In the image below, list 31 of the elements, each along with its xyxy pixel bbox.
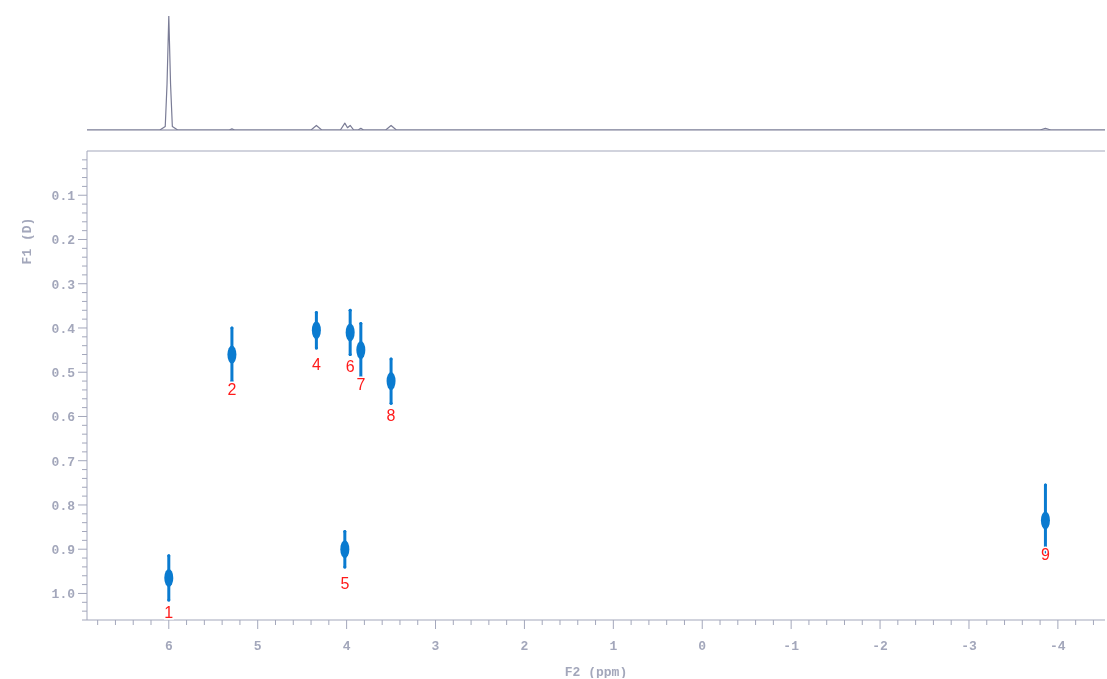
x-tick-label: -4 [1050,639,1066,654]
annotation: 5 [340,575,350,593]
x-tick-label: 5 [253,639,262,654]
x-tick-label: -1 [783,639,800,654]
y-tick-label: 0.6 [51,410,76,426]
y-tick-label: 0.7 [51,454,75,470]
annotation: 7 [356,376,366,394]
annotation: 1 [164,603,174,621]
x-tick-label: 4 [342,639,351,654]
x-tick-label: 3 [431,639,440,654]
annotation: 4 [311,356,321,374]
annotation: 8 [386,407,396,425]
x-tick-label: -2 [872,639,889,654]
y-tick-label: 0.9 [51,543,76,559]
y-tick-label: 0.8 [51,498,76,514]
annotation: 9 [1040,546,1050,564]
y-tick-label: 0.4 [51,321,76,337]
y-tick-label: 1.0 [51,587,76,603]
annotation: 2 [227,380,237,398]
x-tick-label: 1 [609,639,618,654]
x-axis-title: F2 (ppm) [564,665,628,679]
x-tick-label: -3 [961,639,977,654]
x-tick-label: 2 [520,639,529,654]
x-tick-label: 6 [164,639,173,654]
y-tick-label: 0.5 [51,366,76,382]
y-tick-label: 0.1 [51,189,76,205]
x-tick-label: 0 [698,639,707,654]
y-axis-title: F1 (D) [20,217,35,265]
y-tick-label: 0.2 [51,233,76,249]
y-tick-label: 0.3 [51,277,76,293]
annotation: 6 [345,358,355,376]
